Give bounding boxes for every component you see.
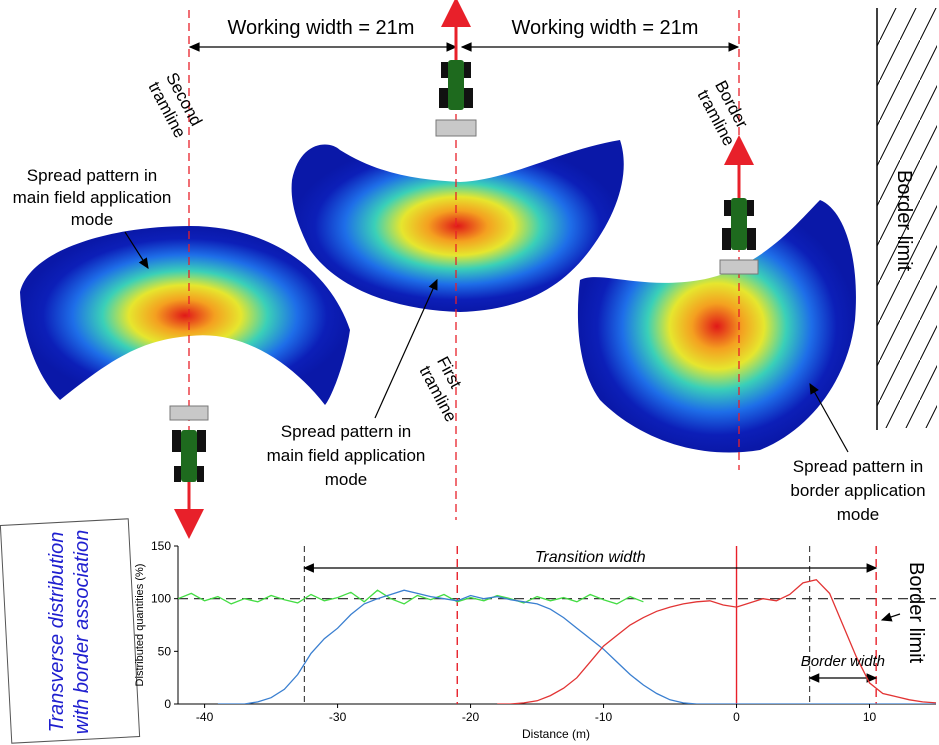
- side-box: Transverse distribution with border asso…: [0, 518, 141, 744]
- side-box-line-1: Transverse distribution: [46, 532, 68, 733]
- spread-main-left-l3: mode: [71, 210, 114, 229]
- series-blue-line: [217, 589, 936, 704]
- series-red-line: [497, 578, 936, 704]
- working-width-left-label: Working width = 21m: [228, 17, 415, 39]
- tractor-border: [719, 135, 759, 275]
- x-tick-label: -40: [196, 710, 214, 724]
- transition-width-label: Transition width: [535, 549, 646, 566]
- border-limit-chart-label: Border limit: [905, 562, 927, 664]
- spread-border-l3: mode: [837, 505, 880, 524]
- spread-pattern-border: [577, 200, 856, 453]
- callout-border: [809, 382, 849, 453]
- x-tick-label: 10: [863, 710, 877, 724]
- spread-main-center-l2: main field application: [267, 446, 426, 465]
- spread-main-center-l1: Spread pattern in: [281, 422, 411, 441]
- spread-pattern-left: [20, 226, 350, 405]
- x-tick-label: 0: [733, 710, 740, 724]
- callout-center: [374, 278, 438, 419]
- y-tick-label: 100: [151, 592, 171, 606]
- x-axis-label: Distance (m): [522, 727, 590, 741]
- spread-border-l1: Spread pattern in: [793, 457, 923, 476]
- spread-main-left-l2: main field application: [13, 188, 172, 207]
- spread-border-l2: border application: [790, 481, 925, 500]
- border-limit-label: Border limit: [893, 170, 915, 272]
- side-box-line-2: with border association: [71, 530, 93, 735]
- y-tick-label: 0: [164, 697, 171, 711]
- y-tick-label: 50: [158, 644, 172, 658]
- spread-main-center-l3: mode: [325, 470, 368, 489]
- callout-left: [124, 231, 149, 270]
- y-tick-label: 150: [151, 539, 171, 553]
- spread-pattern-center: [291, 140, 624, 312]
- series-green-line: [178, 589, 644, 605]
- border-limit-pointer: [880, 612, 901, 622]
- tractor-center: [435, 0, 477, 137]
- border-width-label: Border width: [801, 653, 885, 670]
- x-tick-label: -30: [329, 710, 347, 724]
- working-width-right-label: Working width = 21m: [512, 17, 699, 39]
- border-hatch: [877, 8, 937, 428]
- spread-main-left-l1: Spread pattern in: [27, 166, 157, 185]
- x-tick-label: -10: [595, 710, 613, 724]
- x-tick-label: -20: [462, 710, 480, 724]
- y-axis-label: Distributed quantities (%): [134, 564, 146, 687]
- tractor-left: [169, 405, 209, 539]
- transverse-distribution-chart: 0 50 100 150 -40 -30 -20 -10 0 10 Distributed qu…: [134, 539, 936, 741]
